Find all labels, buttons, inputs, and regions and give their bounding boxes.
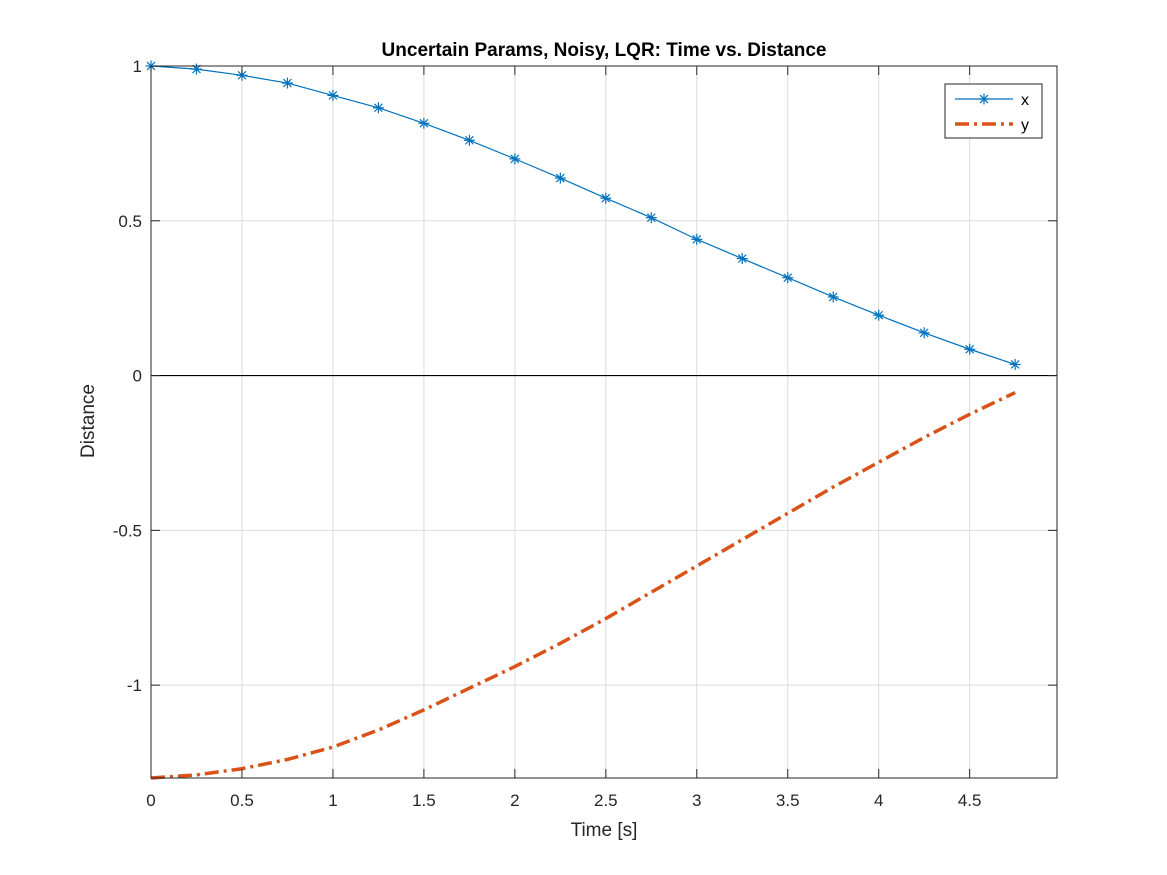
x-tick-label: 3 — [692, 791, 701, 810]
data-point-x — [600, 192, 612, 204]
y-tick-label: 0 — [133, 367, 142, 386]
data-point-x — [190, 63, 202, 75]
marker-stroke — [965, 344, 975, 354]
marker-stroke — [464, 135, 474, 145]
data-point-x — [964, 343, 976, 355]
data-point-x — [645, 212, 657, 224]
marker-stroke — [419, 118, 429, 128]
data-point-x — [691, 233, 703, 245]
x-tick-label: 4 — [874, 791, 883, 810]
data-point-x — [236, 69, 248, 81]
series-line-x — [150, 65, 1016, 365]
data-point-x — [873, 309, 885, 321]
data-point-x — [372, 102, 384, 114]
axes-background — [151, 66, 1057, 778]
data-point-x — [1009, 358, 1021, 370]
marker-stroke — [828, 292, 838, 302]
data-point-x — [463, 134, 475, 146]
x-tick-label: 0 — [146, 791, 155, 810]
marker-stroke — [555, 173, 565, 183]
marker-stroke — [237, 70, 247, 80]
legend: xy — [944, 83, 1043, 139]
data-point-x — [281, 77, 293, 89]
marker-stroke — [374, 103, 383, 113]
y-tick-label: 1 — [133, 57, 142, 76]
x-tick-label: 4.5 — [958, 791, 982, 810]
marker-stroke — [919, 328, 929, 338]
marker-stroke — [646, 213, 656, 223]
marker-stroke — [510, 154, 520, 164]
data-point-x — [827, 291, 839, 303]
series-line-y — [150, 391, 1016, 780]
x-tick-label: 0.5 — [230, 791, 254, 810]
data-point-x — [327, 89, 339, 101]
marker-stroke — [783, 273, 793, 283]
x-tick-label: 3.5 — [776, 791, 800, 810]
chart-title: Uncertain Params, Noisy, LQR: Time vs. D… — [382, 40, 827, 61]
data-point-x — [736, 253, 748, 265]
marker-stroke — [328, 91, 338, 100]
marker-stroke — [737, 254, 747, 263]
marker-stroke — [874, 310, 884, 320]
data-point-x — [509, 153, 521, 165]
x-tick-label: 2.5 — [594, 791, 618, 810]
marker-stroke — [601, 193, 611, 203]
data-point-x — [918, 327, 930, 339]
legend-label-y: y — [1021, 117, 1029, 134]
x-tick-label: 1.5 — [412, 791, 436, 810]
axes-frame — [150, 65, 1058, 779]
legend-label-x: x — [1021, 92, 1029, 109]
marker-stroke — [979, 94, 989, 104]
y-tick-label: -1 — [127, 676, 142, 695]
legend-box — [944, 83, 1043, 139]
y-tick-label: -0.5 — [113, 521, 142, 540]
x-tick-label: 1 — [328, 791, 337, 810]
marker-stroke — [283, 78, 292, 88]
data-point-x — [554, 172, 566, 184]
plot-area: 0 0.5 1 1.5 2 2.5 3 3.5 4 4.5 1 0.5 0 -0.5 -1 — [113, 57, 1058, 810]
marker-stroke — [692, 234, 702, 244]
data-point-x — [418, 117, 430, 129]
x-axis-title: Time [s] — [571, 820, 638, 841]
marker-stroke — [1010, 360, 1020, 369]
x-tick-label: 2 — [510, 791, 519, 810]
data-point-x — [782, 272, 794, 284]
y-tick-label: 0.5 — [118, 212, 142, 231]
y-axis-title: Distance — [78, 384, 99, 458]
legend-marker-x — [978, 93, 990, 105]
